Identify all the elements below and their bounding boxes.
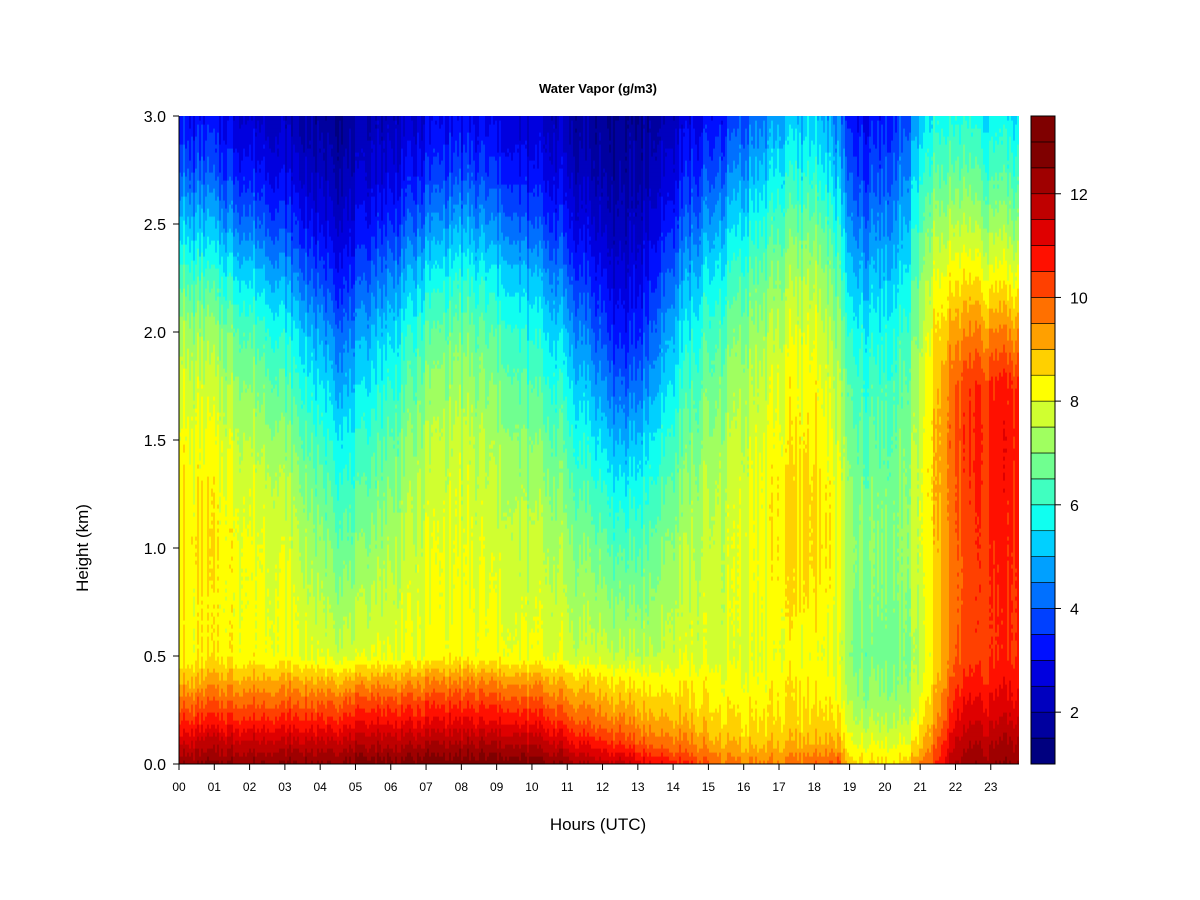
chart-title: Water Vapor (g/m3) xyxy=(539,81,657,96)
heatmap-plot-area xyxy=(179,116,1020,765)
